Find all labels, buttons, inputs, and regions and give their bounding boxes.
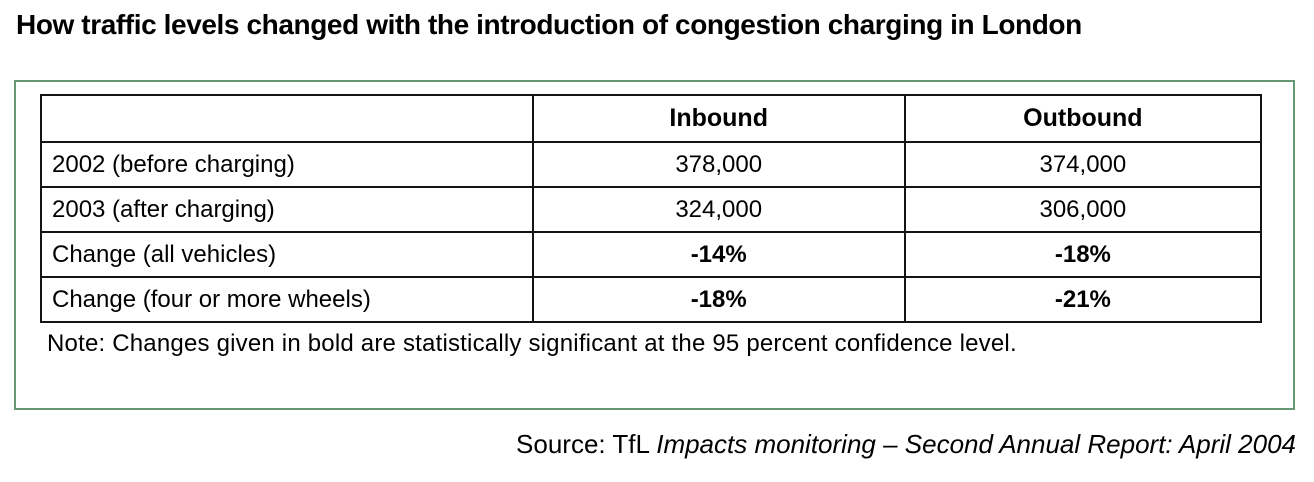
page-title: How traffic levels changed with the intr… — [16, 9, 1082, 40]
outbound-value: 374,000 — [903, 141, 1263, 188]
table-row-change-four-or-more-wheels: Change (four or more wheels) -18% -21% — [40, 276, 1263, 323]
row-label: Change (four or more wheels) — [40, 276, 534, 323]
outbound-value: 306,000 — [903, 186, 1263, 233]
inbound-value: 378,000 — [531, 141, 906, 188]
inbound-value: -14% — [531, 231, 906, 278]
inbound-value: 324,000 — [531, 186, 906, 233]
header-empty-cell — [40, 94, 534, 143]
figure-box: Inbound Outbound 2002 (before charging) … — [14, 80, 1295, 410]
outbound-value: -21% — [903, 276, 1263, 323]
table-row-2003: 2003 (after charging) 324,000 306,000 — [40, 186, 1263, 233]
header-outbound: Outbound — [903, 94, 1263, 143]
source-report-title: Impacts monitoring – Second Annual Repor… — [656, 429, 1296, 459]
table-header-row: Inbound Outbound — [40, 94, 1263, 143]
significance-note: Note: Changes given in bold are statisti… — [47, 330, 1017, 357]
source-attribution: Source: TfL Impacts monitoring – Second … — [516, 429, 1296, 460]
table-row-change-all-vehicles: Change (all vehicles) -14% -18% — [40, 231, 1263, 278]
row-label: 2002 (before charging) — [40, 141, 534, 188]
traffic-levels-table: Inbound Outbound 2002 (before charging) … — [40, 94, 1263, 323]
inbound-value: -18% — [531, 276, 906, 323]
row-label: Change (all vehicles) — [40, 231, 534, 278]
row-label: 2003 (after charging) — [40, 186, 534, 233]
outbound-value: -18% — [903, 231, 1263, 278]
table-row-2002: 2002 (before charging) 378,000 374,000 — [40, 141, 1263, 188]
header-inbound: Inbound — [531, 94, 906, 143]
source-prefix: Source: TfL — [516, 429, 657, 459]
